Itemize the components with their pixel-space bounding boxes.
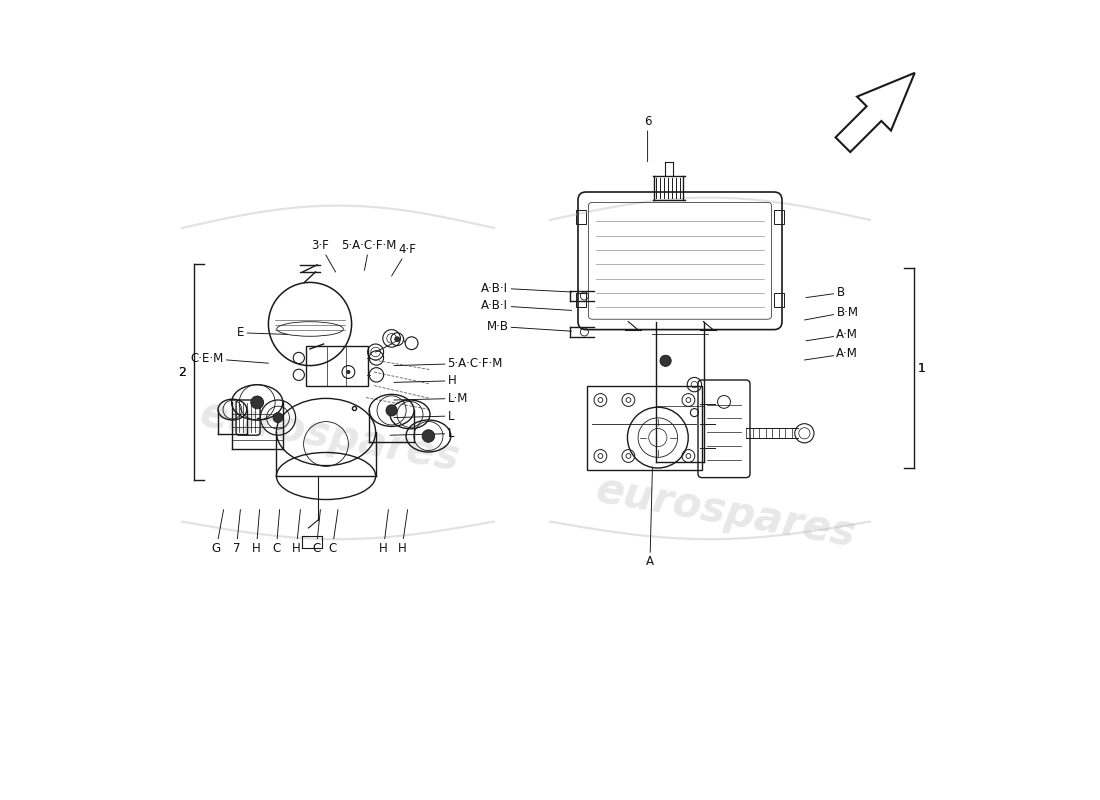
Bar [576,293,586,307]
Circle shape [598,454,603,458]
Text: E: E [236,326,287,339]
Text: B: B [806,286,845,299]
Text: L: L [394,410,454,422]
Circle shape [251,396,264,409]
Circle shape [598,398,603,402]
Text: L: L [390,427,454,440]
Text: L·M: L·M [394,392,468,405]
Circle shape [686,454,691,458]
Text: 6: 6 [644,115,651,162]
Text: H: H [379,510,388,554]
Circle shape [626,398,630,402]
Circle shape [686,398,691,402]
Text: 1: 1 [918,362,926,374]
Text: 4·F: 4·F [392,243,417,276]
Text: A·M: A·M [806,328,858,341]
Text: H: H [292,510,300,554]
Text: A·M: A·M [804,347,858,360]
Text: C: C [273,510,280,554]
Text: 5·A·C·F·M: 5·A·C·F·M [394,357,503,370]
Text: 3·F: 3·F [311,239,336,272]
Bar [774,210,783,224]
Circle shape [395,337,399,342]
Text: eurospares: eurospares [593,469,859,555]
Text: A·B·I: A·B·I [482,299,572,312]
Text: C: C [312,510,320,554]
Text: A: A [646,468,654,568]
Text: 2: 2 [178,366,186,378]
Text: H: H [397,510,408,554]
Text: B·M: B·M [804,306,858,320]
Text: G: G [212,510,223,554]
Circle shape [346,370,350,374]
Text: A·B·I: A·B·I [482,282,572,294]
Text: C·E·M: C·E·M [190,352,268,365]
Circle shape [422,430,435,442]
Text: eurospares: eurospares [197,393,463,479]
Text: H: H [252,510,261,554]
Text: 1: 1 [918,362,926,374]
Bar [576,210,586,224]
Circle shape [386,405,397,416]
Text: 7: 7 [233,510,241,554]
Text: M·B: M·B [486,320,572,333]
Circle shape [626,454,630,458]
Text: 2: 2 [178,366,186,378]
Text: C: C [328,510,338,554]
Text: H: H [394,374,456,387]
Circle shape [660,355,671,366]
Text: 5·A·C·F·M: 5·A·C·F·M [341,239,397,270]
Bar [774,293,783,307]
Circle shape [273,413,283,422]
